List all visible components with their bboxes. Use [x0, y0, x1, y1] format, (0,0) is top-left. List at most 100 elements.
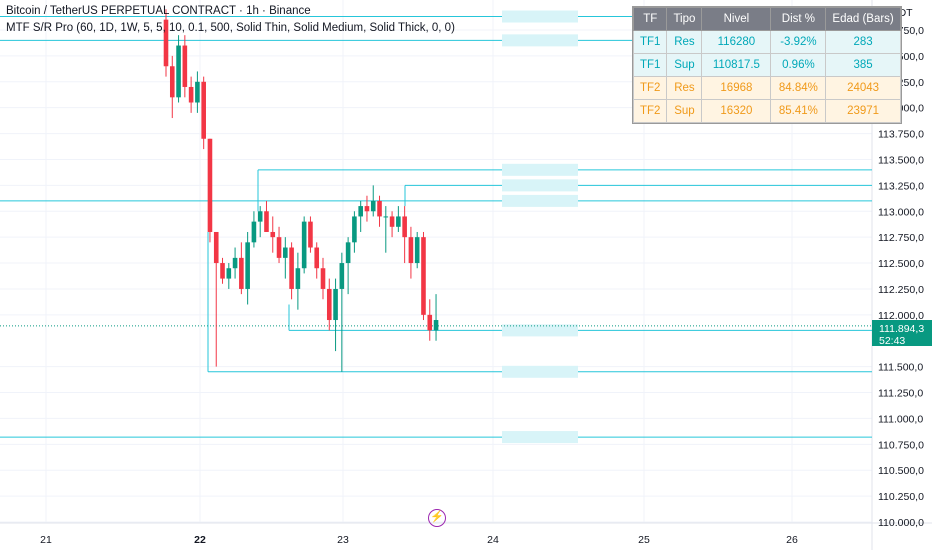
candle-body — [402, 216, 407, 238]
candle-body — [339, 263, 345, 289]
candle-body — [188, 86, 194, 103]
candle-body — [314, 247, 320, 269]
candle-body — [195, 81, 200, 103]
current-price-value: 111.894,3 — [879, 323, 925, 335]
price-tick-label: 112.250,0 — [878, 284, 924, 296]
price-tick-label: 113.250,0 — [878, 180, 924, 192]
candlesticks — [163, 9, 439, 372]
candle-body — [414, 237, 420, 264]
sr-level-label — [502, 163, 578, 176]
candle-body — [408, 237, 414, 264]
candle-body — [333, 288, 338, 321]
candle-body — [163, 19, 169, 67]
candle-body — [295, 268, 301, 289]
candle-body — [232, 257, 238, 269]
header-tf: TF — [632, 7, 668, 31]
price-axis: 114.750,0114.500,0114.250,0114.000,0113.… — [878, 25, 924, 529]
cell-tipo: Res — [666, 30, 703, 54]
candle-body — [377, 200, 382, 217]
time-tick-label: 24 — [487, 534, 499, 546]
header-tipo: Tipo — [666, 7, 703, 31]
table-header-row: TF Tipo Nivel Dist % Edad (Bars) — [632, 7, 901, 31]
price-tick-label: 112.000,0 — [878, 310, 924, 322]
sr-table: TF Tipo Nivel Dist % Edad (Bars) TF1 Res… — [632, 6, 902, 124]
sr-level-label — [502, 179, 578, 192]
price-tick-label: 112.500,0 — [878, 258, 924, 270]
price-tick-label: 110.000,0 — [878, 517, 924, 529]
price-tick-label: 111.250,0 — [878, 388, 923, 400]
table-row: TF1 Sup 110817.5 0.96% 385 — [632, 53, 901, 77]
current-price-tag: 111.894,3 52:43 — [872, 320, 932, 347]
candle-body — [358, 206, 363, 217]
sr-level-label — [502, 194, 578, 207]
time-tick-label: 21 — [40, 534, 52, 546]
candle-body — [201, 81, 206, 139]
lightning-icon[interactable]: ⚡ — [428, 509, 446, 527]
candle-body — [257, 211, 263, 222]
candle-body — [364, 206, 370, 212]
symbol-title[interactable]: Bitcoin / TetherUS PERPETUAL CONTRACT · … — [6, 5, 311, 17]
cell-tipo: Res — [666, 76, 703, 100]
cell-edad: 24043 — [825, 76, 901, 100]
sr-level-label — [502, 324, 578, 337]
candle-body — [396, 216, 401, 227]
time-tick-label: 26 — [786, 534, 798, 546]
candle-body — [264, 211, 269, 232]
candle-body — [345, 242, 351, 264]
candle-body — [239, 257, 244, 289]
price-tick-label: 112.750,0 — [878, 232, 924, 244]
indicator-title[interactable]: MTF S/R Pro (60, 1D, 1W, 5, 5, 10, 0.1, … — [6, 22, 455, 34]
candle-body — [270, 231, 276, 238]
price-tick-label: 110.750,0 — [878, 439, 924, 451]
price-tick-label: 113.750,0 — [878, 129, 924, 141]
price-tick-label: 113.500,0 — [878, 154, 924, 166]
header-edad: Edad (Bars) — [825, 7, 901, 31]
candle-body — [352, 216, 357, 243]
sr-level-label — [502, 10, 578, 23]
price-tick-label: 111.500,0 — [878, 362, 923, 374]
cell-nivel: 16968 — [701, 76, 772, 100]
cell-edad: 385 — [825, 53, 901, 77]
cell-dist: 85.41% — [770, 99, 827, 123]
candle-body — [433, 320, 439, 331]
candle-body — [320, 268, 326, 289]
sr-level-label — [502, 34, 578, 47]
cell-tipo: Sup — [666, 53, 703, 77]
bar-countdown: 52:43 — [879, 335, 906, 347]
cell-tipo: Sup — [666, 99, 703, 123]
cell-dist: 84.84% — [770, 76, 827, 100]
candle-body — [383, 216, 389, 218]
candle-body — [176, 45, 181, 98]
sr-level-label — [502, 365, 578, 378]
time-tick-label: 23 — [337, 534, 349, 546]
cell-tf: TF2 — [632, 99, 668, 123]
candle-body — [207, 138, 213, 232]
cell-nivel: 110817.5 — [701, 53, 772, 77]
candle-body — [182, 45, 188, 87]
price-tick-label: 110.500,0 — [878, 465, 924, 477]
header-nivel: Nivel — [701, 7, 772, 31]
time-tick-label: 22 — [194, 534, 206, 546]
table-row: TF1 Res 116280 -3.92% 283 — [632, 30, 901, 54]
cell-nivel: 16320 — [701, 99, 772, 123]
candle-body — [427, 314, 433, 331]
candle-body — [301, 221, 307, 269]
candle-body — [213, 231, 219, 264]
candle-body — [251, 221, 257, 243]
table-row: TF2 Res 16968 84.84% 24043 — [632, 76, 901, 100]
time-tick-label: 25 — [638, 534, 650, 546]
table-row: TF2 Sup 16320 85.41% 23971 — [632, 99, 901, 123]
price-tick-label: 110.250,0 — [878, 491, 924, 503]
candle-body — [308, 221, 313, 248]
candle-body — [389, 216, 395, 227]
price-tick-label: 111.000,0 — [878, 413, 923, 425]
candle-body — [370, 200, 376, 212]
cell-edad: 283 — [825, 30, 901, 54]
candle-body — [169, 66, 175, 98]
time-axis: 21 22 23 24 25 26 — [40, 534, 798, 546]
cell-dist: -3.92% — [770, 30, 827, 54]
candle-body — [421, 237, 426, 315]
cell-dist: 0.96% — [770, 53, 827, 77]
